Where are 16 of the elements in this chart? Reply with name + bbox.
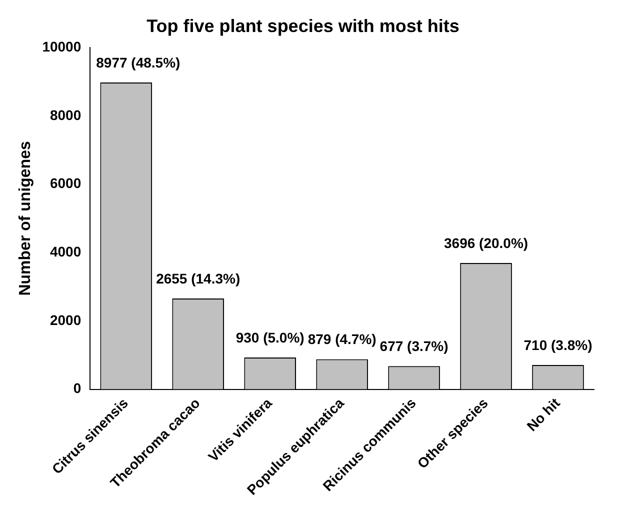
chart-title: Top five plant species with most hits xyxy=(146,16,460,36)
data-label: 3696 (20.0%) xyxy=(444,234,528,251)
data-label: 879 (4.7%) xyxy=(308,331,376,348)
y-tick-label: 10000 xyxy=(42,38,82,54)
data-label: 677 (3.7%) xyxy=(380,338,448,354)
y-tick-label: 8000 xyxy=(50,106,82,123)
data-label: 8977 (48.5%) xyxy=(96,54,180,70)
data-label: 2655 (14.3%) xyxy=(156,270,240,286)
y-tick-label: 2000 xyxy=(50,312,82,328)
y-tick-label: 0 xyxy=(73,380,82,396)
data-label: 710 (3.8%) xyxy=(524,336,592,353)
data-label: 930 (5.0%) xyxy=(236,329,304,346)
x-tick-label: No hit xyxy=(524,394,564,434)
y-axis-title: Number of unigenes xyxy=(17,140,34,296)
y-tick-label: 6000 xyxy=(50,175,82,192)
y-tick-label: 4000 xyxy=(50,243,82,260)
